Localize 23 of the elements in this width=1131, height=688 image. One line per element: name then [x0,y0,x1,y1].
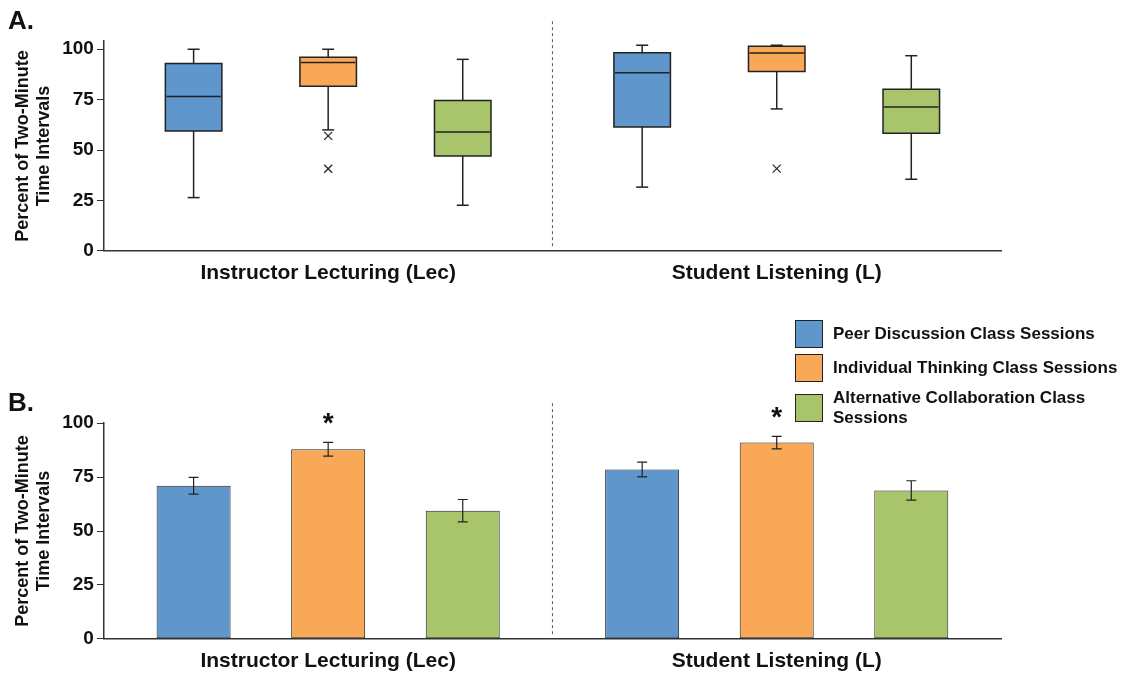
legend-label: Individual Thinking Class Sessions [833,358,1119,378]
y-tick-label: 50 [72,138,94,160]
y-axis-title: Percent of Two-Minute Time Intervals [11,50,54,242]
y-tick-label: 25 [72,573,95,595]
x-tick-label: Student Listening (L) [671,648,882,672]
legend-label: Peer Discussion Class Sessions [833,324,1096,344]
y-tick-label: 100 [62,37,94,59]
chart-title: B. [8,386,34,417]
y-axis-title: Percent of Two-Minute Time Intervals [11,435,54,627]
y-tick-label: 100 [62,411,94,433]
x-tick-label: Instructor Lecturing (Lec) [200,260,456,284]
y-tick-label: 75 [72,87,95,109]
chart-title: A. [8,4,34,35]
annotation: * [322,407,334,439]
y-tick-label: 75 [72,465,95,487]
x-tick-label: Student Listening (L) [671,260,882,284]
y-tick-label: 25 [72,188,95,210]
annotation: * [771,401,783,433]
y-tick-label: 0 [83,627,94,649]
y-tick-label: 0 [83,239,94,261]
x-tick-label: Instructor Lecturing (Lec) [200,648,456,672]
y-tick-label: 50 [72,519,94,541]
legend-label: Alternative Collaboration Class Sessions [833,388,1087,428]
